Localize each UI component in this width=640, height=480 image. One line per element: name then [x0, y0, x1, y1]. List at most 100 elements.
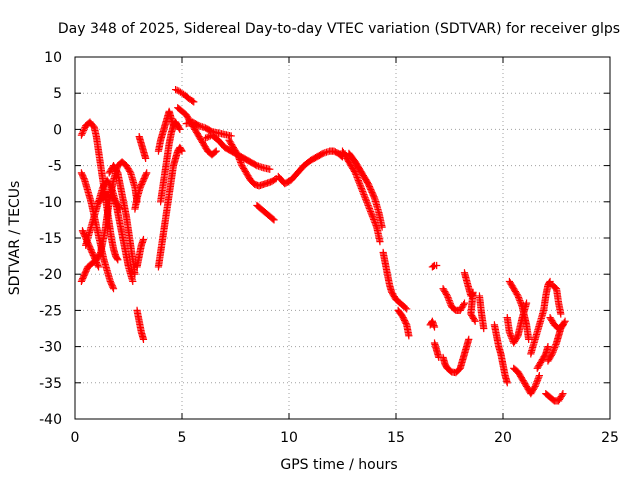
x-tick-label: 5: [178, 430, 187, 446]
x-axis-label: GPS time / hours: [280, 457, 397, 473]
data-point: [142, 154, 150, 162]
data-point: [430, 323, 439, 331]
series-arc-38: [533, 343, 552, 372]
data-point: [561, 317, 569, 325]
y-axis-label: SDTVAR / TECUs: [7, 181, 23, 296]
data-point: [139, 335, 148, 343]
data-point: [546, 277, 554, 286]
series-arc-26: [428, 261, 441, 271]
series-arc-15: [171, 85, 198, 106]
x-tick-label: 15: [387, 430, 405, 446]
series-arc-25: [394, 306, 413, 340]
series-arc-11: [135, 133, 150, 162]
data-point: [113, 254, 121, 263]
series-arc-35: [503, 299, 531, 347]
data-point: [460, 299, 469, 307]
data-point: [252, 161, 260, 169]
series-arc-21: [274, 147, 347, 188]
data-point: [269, 215, 277, 223]
series-arc-22: [338, 147, 384, 246]
series-arc-42: [546, 314, 567, 333]
data-point: [405, 332, 413, 340]
data-point: [401, 304, 410, 312]
data-point: [94, 263, 103, 271]
series-arc-12: [154, 143, 186, 271]
data-point: [143, 169, 151, 177]
grid-lines: [75, 57, 610, 419]
x-tick-label: 25: [601, 430, 619, 446]
data-point: [525, 335, 533, 343]
data-point: [558, 322, 566, 330]
series-arc-23: [345, 149, 386, 231]
data-point: [190, 98, 198, 106]
data-point: [211, 148, 219, 156]
y-tick-label: -30: [39, 340, 62, 356]
data-point: [465, 335, 473, 343]
series-arc-06: [105, 162, 139, 278]
series-arc-14: [154, 107, 178, 155]
data-point: [376, 238, 384, 246]
data-point: [189, 97, 197, 105]
series-arc-13: [157, 118, 184, 206]
series-arc-29: [439, 285, 469, 314]
series-arc-07: [94, 190, 124, 213]
data-point: [266, 165, 274, 173]
data-point: [131, 270, 139, 278]
data-point: [169, 122, 178, 130]
data-point: [114, 256, 122, 264]
data-point: [175, 124, 183, 132]
data-point: [522, 299, 531, 307]
series-arc-17: [182, 118, 235, 140]
data-point: [227, 132, 235, 140]
data-point: [194, 121, 202, 129]
chart-title: Day 348 of 2025, Sidereal Day-to-day VTE…: [58, 21, 620, 37]
y-tick-label: -25: [39, 303, 62, 319]
data-point: [212, 147, 220, 155]
data-point: [559, 390, 567, 398]
data-point: [270, 216, 278, 224]
data-point: [503, 379, 511, 387]
series-arc-24: [379, 248, 411, 313]
series-arc-41: [548, 281, 565, 318]
data-point: [378, 223, 386, 231]
series-arc-33: [490, 321, 511, 387]
data-point: [480, 324, 488, 333]
data-point: [471, 317, 479, 325]
x-tick-label: 20: [494, 430, 512, 446]
data-point: [559, 321, 567, 329]
data-point: [178, 147, 186, 155]
data-point: [403, 305, 411, 313]
series-arc-10: [131, 169, 151, 213]
axis-ticks: 0 5 10 15 20 25 -40 -35 -30 -25 -20 -15 -10 -5 0 5 10: [39, 50, 619, 446]
data-point: [116, 205, 124, 213]
y-tick-label: -10: [39, 195, 62, 211]
y-tick-label: -40: [39, 412, 62, 428]
series-arc-20: [253, 201, 278, 224]
data-point: [557, 310, 565, 318]
series-arc-19: [225, 136, 280, 190]
series-arc-09: [133, 235, 148, 271]
data-point: [177, 146, 185, 154]
series-arc-32: [475, 292, 488, 333]
y-tick-label: -5: [48, 159, 62, 175]
series-arc-08: [133, 306, 148, 343]
y-tick-label: -15: [39, 231, 62, 247]
y-tick-label: 0: [53, 122, 62, 138]
y-tick-label: 10: [44, 50, 62, 66]
data-points: [77, 85, 569, 405]
data-point: [176, 125, 184, 133]
data-point: [129, 277, 137, 286]
data-point: [433, 261, 441, 270]
series-arc-37: [527, 277, 554, 358]
series-arc-27: [426, 317, 439, 331]
data-point: [318, 150, 326, 158]
x-tick-label: 10: [280, 430, 298, 446]
data-point: [109, 285, 118, 293]
x-tick-label: 0: [71, 430, 80, 446]
series-arc-30: [439, 335, 473, 377]
data-point: [544, 343, 552, 351]
series-arc-31: [460, 269, 479, 325]
y-tick-label: -20: [39, 267, 62, 283]
data-point: [139, 235, 148, 244]
